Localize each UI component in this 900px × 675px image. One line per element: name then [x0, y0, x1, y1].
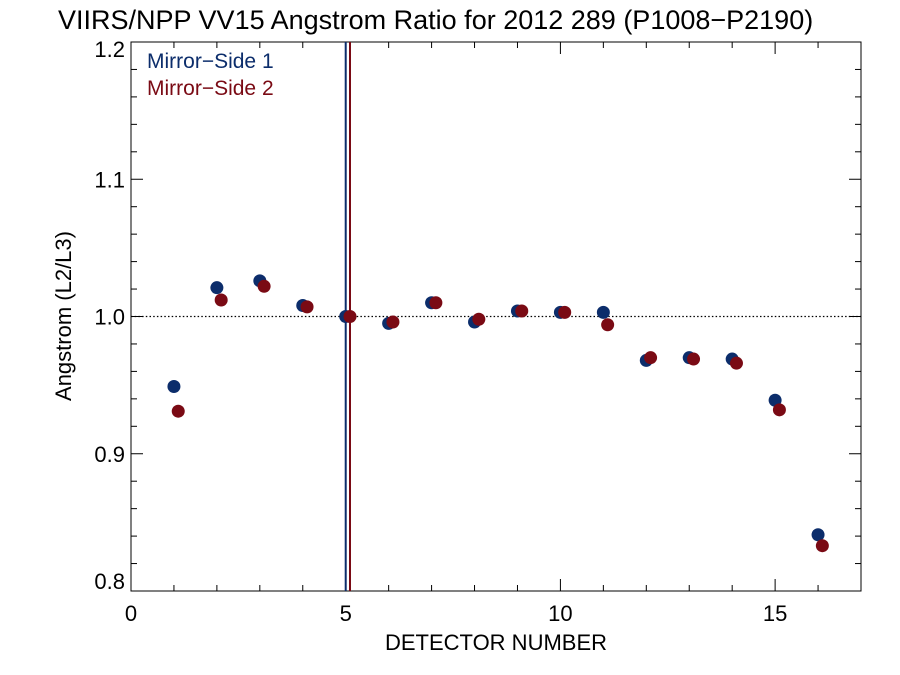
- data-point: [687, 352, 701, 366]
- legend-entry: Mirror−Side 2: [147, 77, 274, 100]
- axis-ticks: [130, 41, 862, 592]
- x-tick-label: 5: [340, 601, 352, 626]
- data-point: [601, 318, 615, 332]
- y-tick-label: 1.2: [94, 37, 125, 62]
- x-tick-label: 15: [763, 601, 787, 626]
- data-point: [300, 300, 314, 314]
- data-point: [644, 351, 658, 365]
- data-point: [386, 315, 400, 329]
- data-point: [210, 281, 224, 295]
- reference-lines: [131, 42, 861, 591]
- y-tick-label: 0.9: [94, 442, 125, 467]
- series-2: [171, 279, 829, 553]
- data-point: [596, 305, 610, 319]
- y-tick-label: 1.0: [94, 305, 125, 330]
- data-points: [167, 274, 829, 553]
- y-tick-label: 0.8: [94, 569, 125, 594]
- legend-entry: Mirror−Side 1: [147, 50, 274, 73]
- data-point: [815, 539, 829, 553]
- data-point: [811, 528, 825, 542]
- axis-tick-labels: 0 5 10 15 0.8 0.9 1.0 1.1 1.2: [94, 37, 787, 626]
- chart-title: VIIRS/NPP VV15 Angstrom Ratio for 2012 2…: [58, 5, 813, 35]
- data-point: [167, 379, 181, 393]
- y-tick-label: 1.1: [94, 167, 125, 192]
- data-point: [429, 296, 443, 310]
- data-point: [558, 305, 572, 319]
- data-point: [772, 403, 786, 417]
- legend: Mirror−Side 1 Mirror−Side 2: [147, 50, 274, 100]
- plot-frame: [130, 41, 862, 592]
- data-point: [472, 312, 486, 326]
- data-point: [214, 293, 228, 307]
- data-point: [257, 279, 271, 293]
- x-tick-label: 10: [548, 601, 572, 626]
- series-1: [167, 274, 825, 542]
- x-tick-label: 0: [125, 601, 137, 626]
- data-point: [515, 304, 529, 318]
- plot-border: [130, 41, 862, 592]
- data-point: [171, 404, 185, 418]
- x-axis-label: DETECTOR NUMBER: [385, 630, 607, 655]
- data-point: [343, 310, 357, 323]
- y-axis-label: Angstrom (L2/L3): [51, 231, 76, 401]
- data-point: [729, 356, 743, 370]
